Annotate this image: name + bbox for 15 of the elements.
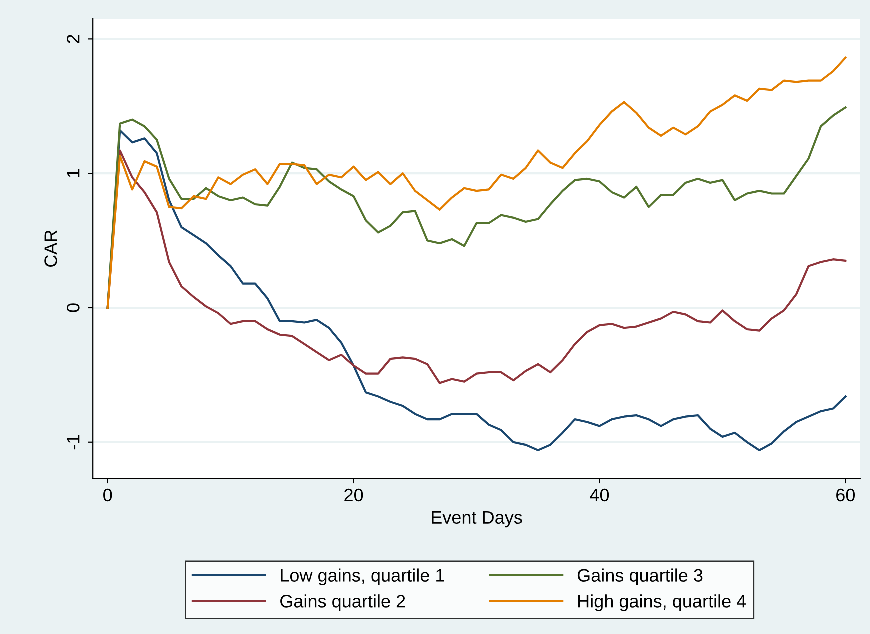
y-tick-label: 1	[67, 169, 80, 178]
x-tick-label: 60	[836, 488, 856, 502]
y-axis-title: CAR	[44, 230, 58, 267]
line-series	[106, 56, 847, 310]
legend-label: Low gains, quartile 1	[281, 568, 444, 586]
legend-label: Gains quartile 3	[578, 568, 703, 586]
x-tick-label: 0	[104, 488, 112, 502]
y-tick-label: 0	[67, 304, 80, 312]
x-axis-title: Event Days	[432, 511, 522, 528]
x-tick-label: 40	[590, 488, 610, 502]
legend-label: Gains quartile 2	[280, 594, 406, 612]
y-tick-label: 2	[67, 35, 80, 44]
x-tick-label: 20	[344, 488, 364, 502]
legend-label: High gains, quartile 4	[578, 594, 746, 612]
y-tick-label: -1	[67, 435, 80, 450]
